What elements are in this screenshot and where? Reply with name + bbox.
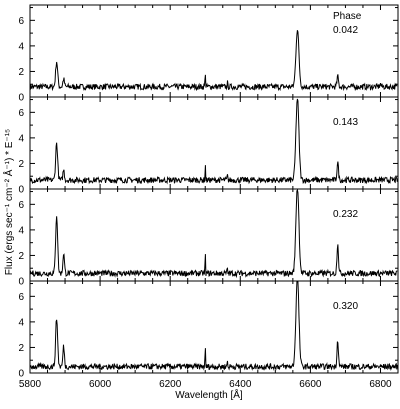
x-tick-label: 6200	[159, 379, 182, 390]
x-tick-label: 5800	[19, 379, 42, 390]
x-tick-label: 6800	[369, 379, 392, 390]
y-tick-label: 0	[18, 369, 24, 380]
panel-frame	[29, 96, 399, 190]
y-tick-label: 6	[18, 200, 24, 211]
panel-frame	[29, 188, 399, 282]
y-tick-label: 2	[18, 159, 24, 170]
phase-value: 0.143	[333, 117, 358, 128]
y-tick-label: 0	[18, 185, 24, 196]
x-axis-title: Wavelength [Å]	[175, 388, 243, 401]
y-tick-label: 6	[18, 292, 24, 303]
y-tick-label: 2	[18, 343, 24, 354]
panel-frame	[29, 280, 399, 374]
y-tick-label: 4	[18, 225, 24, 236]
x-tick-label: 6600	[299, 379, 322, 390]
y-tick-label: 0	[18, 277, 24, 288]
y-tick-label: 6	[18, 108, 24, 119]
phase-value: 0.232	[333, 209, 358, 220]
spectrum-line	[29, 188, 398, 279]
y-tick-label: 4	[18, 133, 24, 144]
y-tick-label: 2	[18, 251, 24, 262]
phase-value: 0.320	[333, 301, 358, 312]
phase-header: Phase	[333, 11, 362, 22]
x-tick-label: 6000	[89, 379, 112, 390]
y-tick-label: 6	[18, 16, 24, 27]
y-tick-label: 2	[18, 67, 24, 78]
y-tick-label: 0	[18, 93, 24, 104]
y-tick-label: 4	[18, 41, 24, 52]
phase-value: 0.042	[333, 25, 358, 36]
spectrum-line	[29, 98, 398, 185]
x-tick-label: 6400	[229, 379, 252, 390]
spectrum-line	[29, 30, 398, 92]
y-tick-label: 4	[18, 317, 24, 328]
y-axis-title: Flux (ergs sec⁻¹ cm⁻² Å⁻¹) * E⁻¹⁵	[2, 129, 15, 275]
spectrum-line	[29, 281, 398, 371]
